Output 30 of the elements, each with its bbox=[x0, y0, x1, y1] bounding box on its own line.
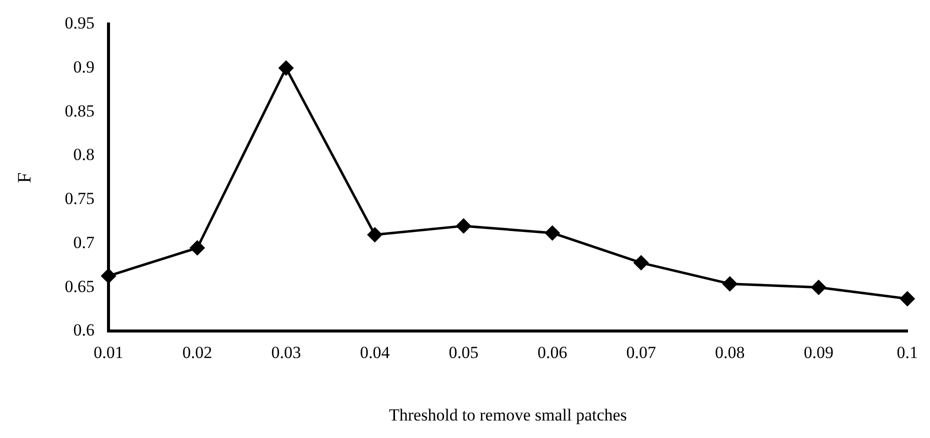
point bbox=[811, 280, 826, 295]
x-tick-label: 0.02 bbox=[182, 342, 212, 362]
point bbox=[368, 227, 382, 242]
point bbox=[278, 60, 294, 76]
point bbox=[900, 291, 915, 306]
point bbox=[456, 218, 471, 234]
y-tick-label: 0.95 bbox=[64, 14, 95, 33]
y-tick-label: 0.7 bbox=[73, 232, 96, 252]
x-tick-label: 0.1 bbox=[896, 342, 918, 362]
y-tick-label: 0.8 bbox=[73, 145, 95, 164]
x-axis-title: Threshold to remove small patches bbox=[388, 405, 627, 424]
y-tick-label: 0.9 bbox=[73, 58, 95, 77]
point bbox=[545, 226, 560, 240]
x-tick-label: 0.09 bbox=[804, 342, 834, 362]
x-tick-label: 0.03 bbox=[271, 342, 301, 362]
point bbox=[722, 276, 738, 292]
point bbox=[190, 240, 205, 256]
point bbox=[634, 256, 648, 270]
y-tick-label: 0.6 bbox=[73, 320, 95, 340]
y-tick-label: 0.65 bbox=[64, 276, 95, 296]
y-axis-title: F bbox=[14, 172, 36, 183]
x-tick-label: 0.05 bbox=[448, 342, 478, 362]
y-tick-label: 0.75 bbox=[64, 189, 95, 208]
point bbox=[101, 268, 116, 284]
x-tick-label: 0.07 bbox=[626, 342, 656, 362]
y-tick-label: 0.85 bbox=[64, 101, 95, 120]
x-tick-label: 0.01 bbox=[94, 342, 124, 362]
x-tick-label: 0.06 bbox=[537, 342, 568, 362]
x-tick-label: 0.08 bbox=[714, 342, 745, 362]
x-tick-label: 0.04 bbox=[360, 342, 390, 362]
